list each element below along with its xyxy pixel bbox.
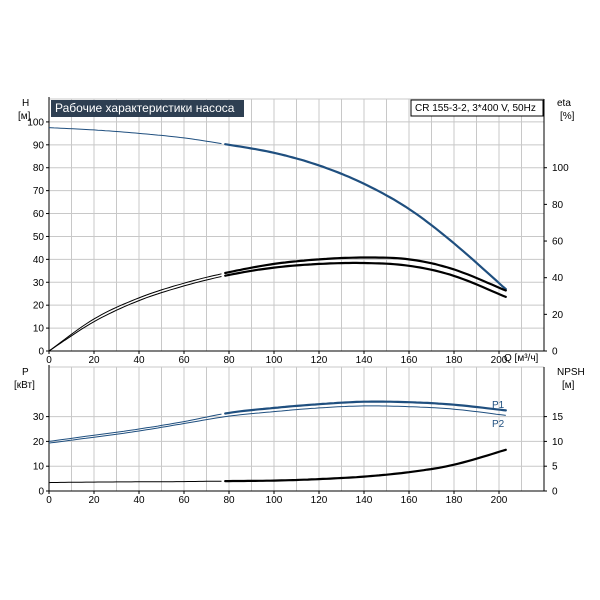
lower-series-1-line — [48, 405, 506, 444]
lower-x-tick-label: 40 — [133, 495, 145, 506]
upper-right-tick-label: 20 — [552, 310, 564, 321]
upper-left-tick-label: 0 — [38, 347, 44, 358]
lower-series-0-line — [48, 413, 222, 442]
lower-x-tick-label: 160 — [401, 495, 418, 506]
upper-right-tick-label: 80 — [552, 200, 564, 211]
lower-x-tick-label: 140 — [356, 495, 373, 506]
upper-left-tick-label: 30 — [33, 278, 45, 289]
power-axis-label: P — [22, 367, 29, 378]
upper-left-tick-label: 70 — [33, 186, 45, 197]
upper-x-tick-label: 40 — [133, 355, 145, 366]
eta-axis-label: eta — [557, 98, 571, 109]
lower-right-tick-label: 5 — [552, 462, 558, 473]
lower-series — [48, 400, 507, 484]
upper-series-2-line-duty — [224, 261, 507, 298]
lower-right-tick-label: 15 — [552, 412, 564, 423]
upper-x-tick-label: 180 — [446, 355, 463, 366]
model-label-box — [410, 99, 544, 117]
lower-left-tick-label: 20 — [33, 437, 45, 448]
lower-x-tick-label: 80 — [223, 495, 235, 506]
head-axis-label: H — [22, 98, 29, 109]
lower-x-tick-label: 60 — [178, 495, 190, 506]
upper-x-tick-label: 0 — [46, 355, 52, 366]
chart-title: Рабочие характеристики насоса — [55, 101, 235, 115]
lower-right-tick-label: 0 — [552, 487, 558, 498]
power-axis-unit: [кВт] — [14, 380, 35, 391]
head-axis-unit: [м] — [18, 111, 31, 122]
upper-left-tick-label: 10 — [33, 324, 45, 335]
lower-panel: 0 10 20 30 0 5 10 15 0 20 40 60 80 100 120 140 160 180 200… — [14, 365, 585, 506]
p2-curve-label: P2 — [492, 419, 505, 430]
upper-right-tick-label: 100 — [552, 163, 569, 174]
upper-right-tick-label: 40 — [552, 273, 564, 284]
lower-x-tick-label: 180 — [446, 495, 463, 506]
lower-x-tick-label: 0 — [46, 495, 52, 506]
upper-panel: 0 10 20 30 40 50 60 70 80 90 100 0 20 40 60 80 100 0 20 40 6… — [18, 97, 575, 366]
lower-x-tick-label: 100 — [266, 495, 283, 506]
lower-left-tick-label: 0 — [38, 487, 44, 498]
upper-series — [48, 127, 507, 352]
upper-left-tick-label: 50 — [33, 232, 45, 243]
upper-x-tick-label: 120 — [311, 355, 328, 366]
lower-axes — [48, 365, 545, 492]
upper-x-tick-label: 60 — [178, 355, 190, 366]
upper-x-tick-label: 100 — [266, 355, 283, 366]
lower-x-tick-label: 120 — [311, 495, 328, 506]
lower-ticks: 0 10 20 30 0 5 10 15 0 20 40 60 80 100 120 140 160 180 200 — [33, 412, 564, 506]
upper-left-tick-label: 60 — [33, 209, 45, 220]
lower-left-tick-label: 30 — [33, 412, 45, 423]
upper-left-tick-label: 90 — [33, 140, 45, 151]
lower-x-tick-label: 200 — [491, 495, 508, 506]
upper-series-0-line-duty — [224, 143, 507, 291]
flow-axis-label: Q [м³/ч] — [504, 353, 539, 364]
upper-right-tick-label: 60 — [552, 237, 564, 248]
lower-x-tick-label: 20 — [88, 495, 100, 506]
upper-ticks: 0 10 20 30 40 50 60 70 80 90 100 0 20 40 60 80 100 0 20 40 6… — [27, 117, 569, 366]
npsh-axis-unit: [м] — [562, 380, 575, 391]
lower-series-2-line — [48, 480, 222, 484]
lower-series-2-line-duty — [224, 448, 507, 483]
upper-left-tick-label: 20 — [33, 301, 45, 312]
chart-title-box — [51, 100, 244, 117]
upper-x-tick-label: 80 — [223, 355, 235, 366]
upper-x-tick-label: 160 — [401, 355, 418, 366]
upper-right-tick-label: 0 — [552, 347, 558, 358]
upper-axes — [48, 97, 545, 352]
upper-series-1-line-duty — [224, 256, 507, 292]
npsh-axis-label: NPSH — [557, 367, 585, 378]
upper-series-1-line — [48, 273, 222, 352]
upper-x-tick-label: 20 — [88, 355, 100, 366]
upper-x-tick-label: 200 — [491, 355, 508, 366]
lower-series-0-line-duty — [224, 400, 507, 415]
lower-right-tick-label: 10 — [552, 437, 564, 448]
eta-axis-unit: [%] — [560, 111, 575, 122]
lower-left-tick-label: 10 — [33, 462, 45, 473]
upper-left-tick-label: 100 — [27, 117, 44, 128]
upper-series-0-line — [48, 127, 222, 145]
upper-left-tick-label: 40 — [33, 255, 45, 266]
upper-left-tick-label: 80 — [33, 163, 45, 174]
upper-grid — [49, 98, 545, 351]
upper-x-tick-label: 140 — [356, 355, 373, 366]
p1-curve-label: P1 — [492, 400, 505, 411]
lower-grid — [49, 366, 545, 491]
upper-series-2-line — [48, 276, 222, 352]
model-label: CR 155-3-2, 3*400 V, 50Hz — [415, 103, 536, 114]
